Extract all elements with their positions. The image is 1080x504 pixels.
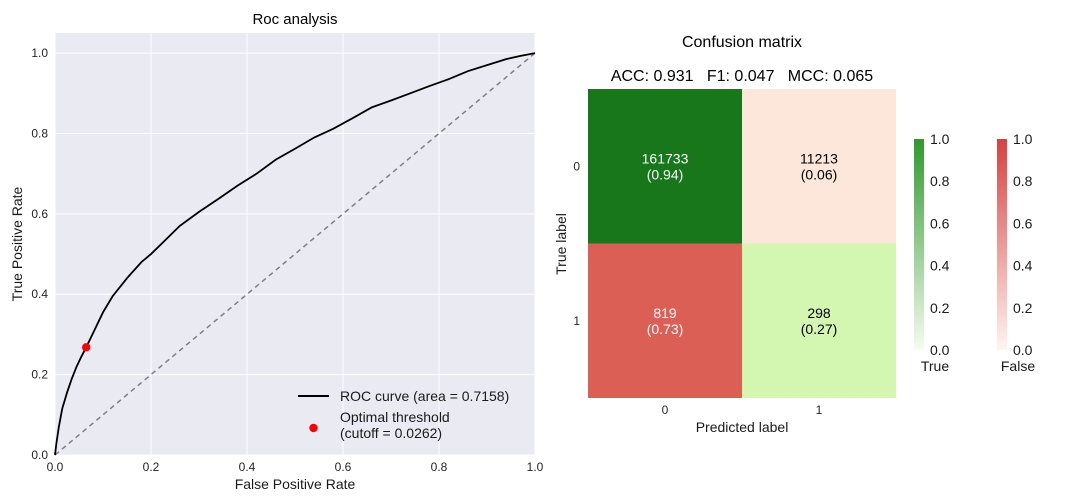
- cm-cell-count: 11213: [800, 150, 838, 166]
- cm-y-axis-label: True label: [553, 213, 569, 275]
- colorbar-tick-label: 1.0: [930, 131, 950, 147]
- roc-x-tick-label: 0.6: [335, 460, 352, 474]
- roc-y-tick-label: 0.4: [31, 287, 48, 301]
- colorbar-false: [997, 139, 1007, 350]
- cm-cell-fraction: (0.94): [647, 166, 684, 182]
- colorbars: 0.00.20.40.60.81.0True0.00.20.40.60.81.0…: [914, 131, 1035, 374]
- legend-threshold-label: Optimal threshold (cutoff = 0.0262): [340, 409, 450, 441]
- legend-threshold-label-line: Optimal threshold: [340, 409, 450, 425]
- roc-y-ticks: 0.0 0.2 0.4 0.6 0.8 1.0: [31, 46, 48, 462]
- roc-y-tick-label: 0.6: [31, 207, 48, 221]
- cm-cell-fraction: (0.27): [801, 321, 838, 337]
- cm-cell: [588, 89, 742, 244]
- legend-roc-label: ROC curve (area = 0.7158): [340, 388, 509, 404]
- cm-cell: [588, 243, 742, 398]
- colorbar-name-label: False: [1001, 358, 1035, 374]
- colorbar-name-label: True: [921, 358, 949, 374]
- colorbar-true: [914, 139, 924, 350]
- cm-cell: [742, 89, 896, 244]
- roc-legend: ROC curve (area = 0.7158) Optimal thresh…: [298, 388, 509, 441]
- roc-y-tick-label: 1.0: [31, 46, 48, 60]
- cm-cell-count: 298: [807, 305, 831, 321]
- cm-x-axis-label: Predicted label: [696, 419, 789, 435]
- cm-cell: [742, 243, 896, 398]
- roc-x-tick-label: 0.8: [431, 460, 448, 474]
- roc-title: Roc analysis: [252, 11, 337, 28]
- roc-x-axis-label: False Positive Rate: [235, 476, 356, 492]
- cm-title: Confusion matrix: [682, 34, 802, 51]
- optimal-threshold-point: [82, 343, 91, 352]
- colorbar-tick-label: 0.0: [930, 342, 950, 358]
- legend-threshold-label-line: (cutoff = 0.0262): [340, 425, 442, 441]
- roc-chart: Roc analysis 0.0 0.2 0.4 0.6 0.8 1.0 0.00.20.…: [9, 11, 544, 492]
- cm-x-tick-label: 0: [662, 403, 669, 417]
- cm-metrics-subtitle: ACC: 0.931 F1: 0.047 MCC: 0.065: [611, 68, 873, 85]
- colorbar-tick-label: 0.4: [1013, 258, 1033, 274]
- confusion-matrix-chart: Confusion matrix ACC: 0.931 F1: 0.047 MC…: [553, 34, 1035, 435]
- cm-cell-fraction: (0.06): [801, 166, 838, 182]
- cm-x-tick-label: 1: [816, 403, 823, 417]
- roc-curve-line: [54, 52, 536, 456]
- colorbar-tick-label: 0.4: [930, 258, 950, 274]
- cm-cell-count: 819: [653, 305, 677, 321]
- roc-x-ticks: 0.0 0.2 0.4 0.6 0.8 1.0: [47, 460, 544, 474]
- colorbar-tick-label: 0.0: [1013, 342, 1033, 358]
- legend-threshold-swatch: [309, 423, 318, 433]
- roc-x-tick-label: 0.0: [47, 460, 64, 474]
- roc-plot-area: [55, 33, 535, 455]
- roc-y-axis-label: True Positive Rate: [9, 186, 25, 301]
- roc-y-tick-label: 0.2: [31, 368, 48, 382]
- roc-x-tick-label: 1.0: [527, 460, 544, 474]
- colorbar-tick-label: 0.6: [930, 215, 950, 231]
- cm-cell-fraction: (0.73): [647, 321, 684, 337]
- roc-y-tick-label: 0.0: [31, 448, 48, 462]
- colorbar-tick-label: 0.8: [930, 173, 950, 189]
- colorbar-tick-label: 0.2: [1013, 300, 1033, 316]
- cm-y-tick-label: 1: [573, 314, 580, 328]
- cm-y-tick-label: 0: [573, 159, 580, 173]
- roc-x-tick-label: 0.2: [143, 460, 160, 474]
- cm-ticks: 0 1 0 1: [573, 159, 822, 417]
- colorbar-tick-label: 0.8: [1013, 173, 1033, 189]
- colorbar-tick-label: 0.2: [930, 300, 950, 316]
- colorbar-tick-label: 1.0: [1013, 131, 1033, 147]
- cm-cells: 161733(0.94) 11213(0.06) 819(0.73) 298(0.27…: [588, 89, 896, 398]
- cm-cell-count: 161733: [642, 150, 689, 166]
- roc-x-tick-label: 0.4: [239, 460, 256, 474]
- roc-grid: [54, 33, 536, 456]
- colorbar-tick-label: 0.6: [1013, 215, 1033, 231]
- roc-y-tick-label: 0.8: [31, 126, 48, 140]
